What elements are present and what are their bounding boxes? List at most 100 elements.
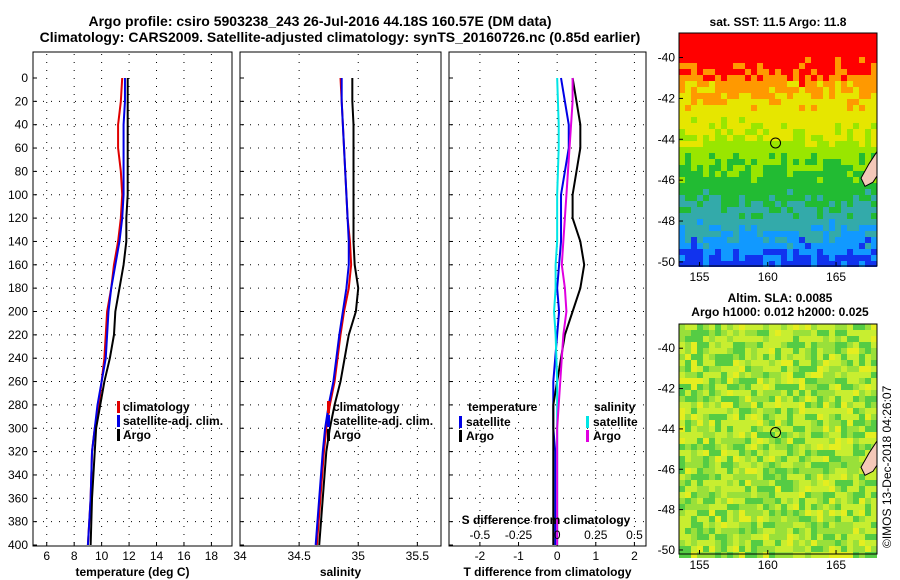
map-cell (835, 360, 841, 366)
map-cell (859, 105, 865, 111)
map-cell (871, 33, 877, 39)
map-cell (853, 468, 859, 474)
map-cell (685, 522, 691, 528)
map-cell (709, 57, 715, 63)
map-cell (871, 384, 877, 390)
map-cell (679, 336, 685, 342)
map-cell (787, 75, 793, 81)
map-cell (685, 93, 691, 99)
map-cell (865, 57, 871, 63)
map-cell (745, 39, 751, 45)
map-cell (769, 87, 775, 93)
map-cell (805, 384, 811, 390)
map-cell (823, 225, 829, 231)
map-cell (697, 510, 703, 516)
map-cell (703, 255, 709, 261)
map-cell (727, 75, 733, 81)
map-cell (787, 33, 793, 39)
map-cell (691, 510, 697, 516)
map-cell (829, 171, 835, 177)
map-cell (727, 243, 733, 249)
map-cell (793, 438, 799, 444)
map-cell (715, 93, 721, 99)
map-cell (691, 123, 697, 129)
map-cell (703, 171, 709, 177)
map-cell (739, 438, 745, 444)
map-cell (817, 498, 823, 504)
map-cell (859, 444, 865, 450)
map-cell (679, 462, 685, 468)
map-cell (751, 378, 757, 384)
map-cell (817, 504, 823, 510)
map-cell (835, 165, 841, 171)
map-cell (745, 69, 751, 75)
map-cell (793, 81, 799, 87)
map-cell (751, 408, 757, 414)
map-cell (757, 522, 763, 528)
map-cell (859, 414, 865, 420)
map-cell (703, 354, 709, 360)
map-cell (727, 213, 733, 219)
map-cell (871, 468, 877, 474)
map-cell (847, 336, 853, 342)
map-cell (715, 183, 721, 189)
map-cell (691, 522, 697, 528)
map-cell (775, 366, 781, 372)
map-cell (679, 330, 685, 336)
map-cell (679, 516, 685, 522)
map-cell (733, 189, 739, 195)
map-cell (841, 474, 847, 480)
map-x-tick-label: 165 (826, 270, 846, 284)
map-cell (811, 450, 817, 456)
map-cell (817, 426, 823, 432)
map-cell (727, 384, 733, 390)
map-cell (865, 336, 871, 342)
map-cell (751, 117, 757, 123)
map-cell (793, 249, 799, 255)
map-cell (685, 390, 691, 396)
map-cell (853, 480, 859, 486)
map-cell (715, 141, 721, 147)
map-cell (721, 51, 727, 57)
map-cell (841, 462, 847, 468)
map-cell (853, 153, 859, 159)
map-cell (805, 372, 811, 378)
map-cell (715, 39, 721, 45)
map-cell (859, 360, 865, 366)
map-cell (799, 450, 805, 456)
map-cell (811, 402, 817, 408)
map-cell (691, 384, 697, 390)
map-cell (715, 231, 721, 237)
map-cell (733, 444, 739, 450)
map-cell (757, 165, 763, 171)
map-cell (841, 69, 847, 75)
map-cell (745, 516, 751, 522)
map-cell (763, 81, 769, 87)
map-cell (709, 189, 715, 195)
map-cell (745, 117, 751, 123)
map-cell (787, 261, 793, 267)
map-cell (751, 336, 757, 342)
map-cell (835, 498, 841, 504)
map-cell (733, 129, 739, 135)
map-cell (787, 414, 793, 420)
map-cell (739, 255, 745, 261)
map-cell (811, 408, 817, 414)
map-cell (781, 402, 787, 408)
map-cell (733, 516, 739, 522)
map-cell (727, 165, 733, 171)
map-cell (745, 426, 751, 432)
map-cell (703, 183, 709, 189)
map-cell (865, 183, 871, 189)
map-cell (715, 336, 721, 342)
map-cell (829, 360, 835, 366)
map-cell (835, 528, 841, 534)
map-cell (685, 462, 691, 468)
map-cell (697, 402, 703, 408)
map-cell (703, 81, 709, 87)
legend-label: Argo (333, 428, 361, 442)
map-cell (871, 237, 877, 243)
map-cell (757, 456, 763, 462)
map-cell (775, 408, 781, 414)
